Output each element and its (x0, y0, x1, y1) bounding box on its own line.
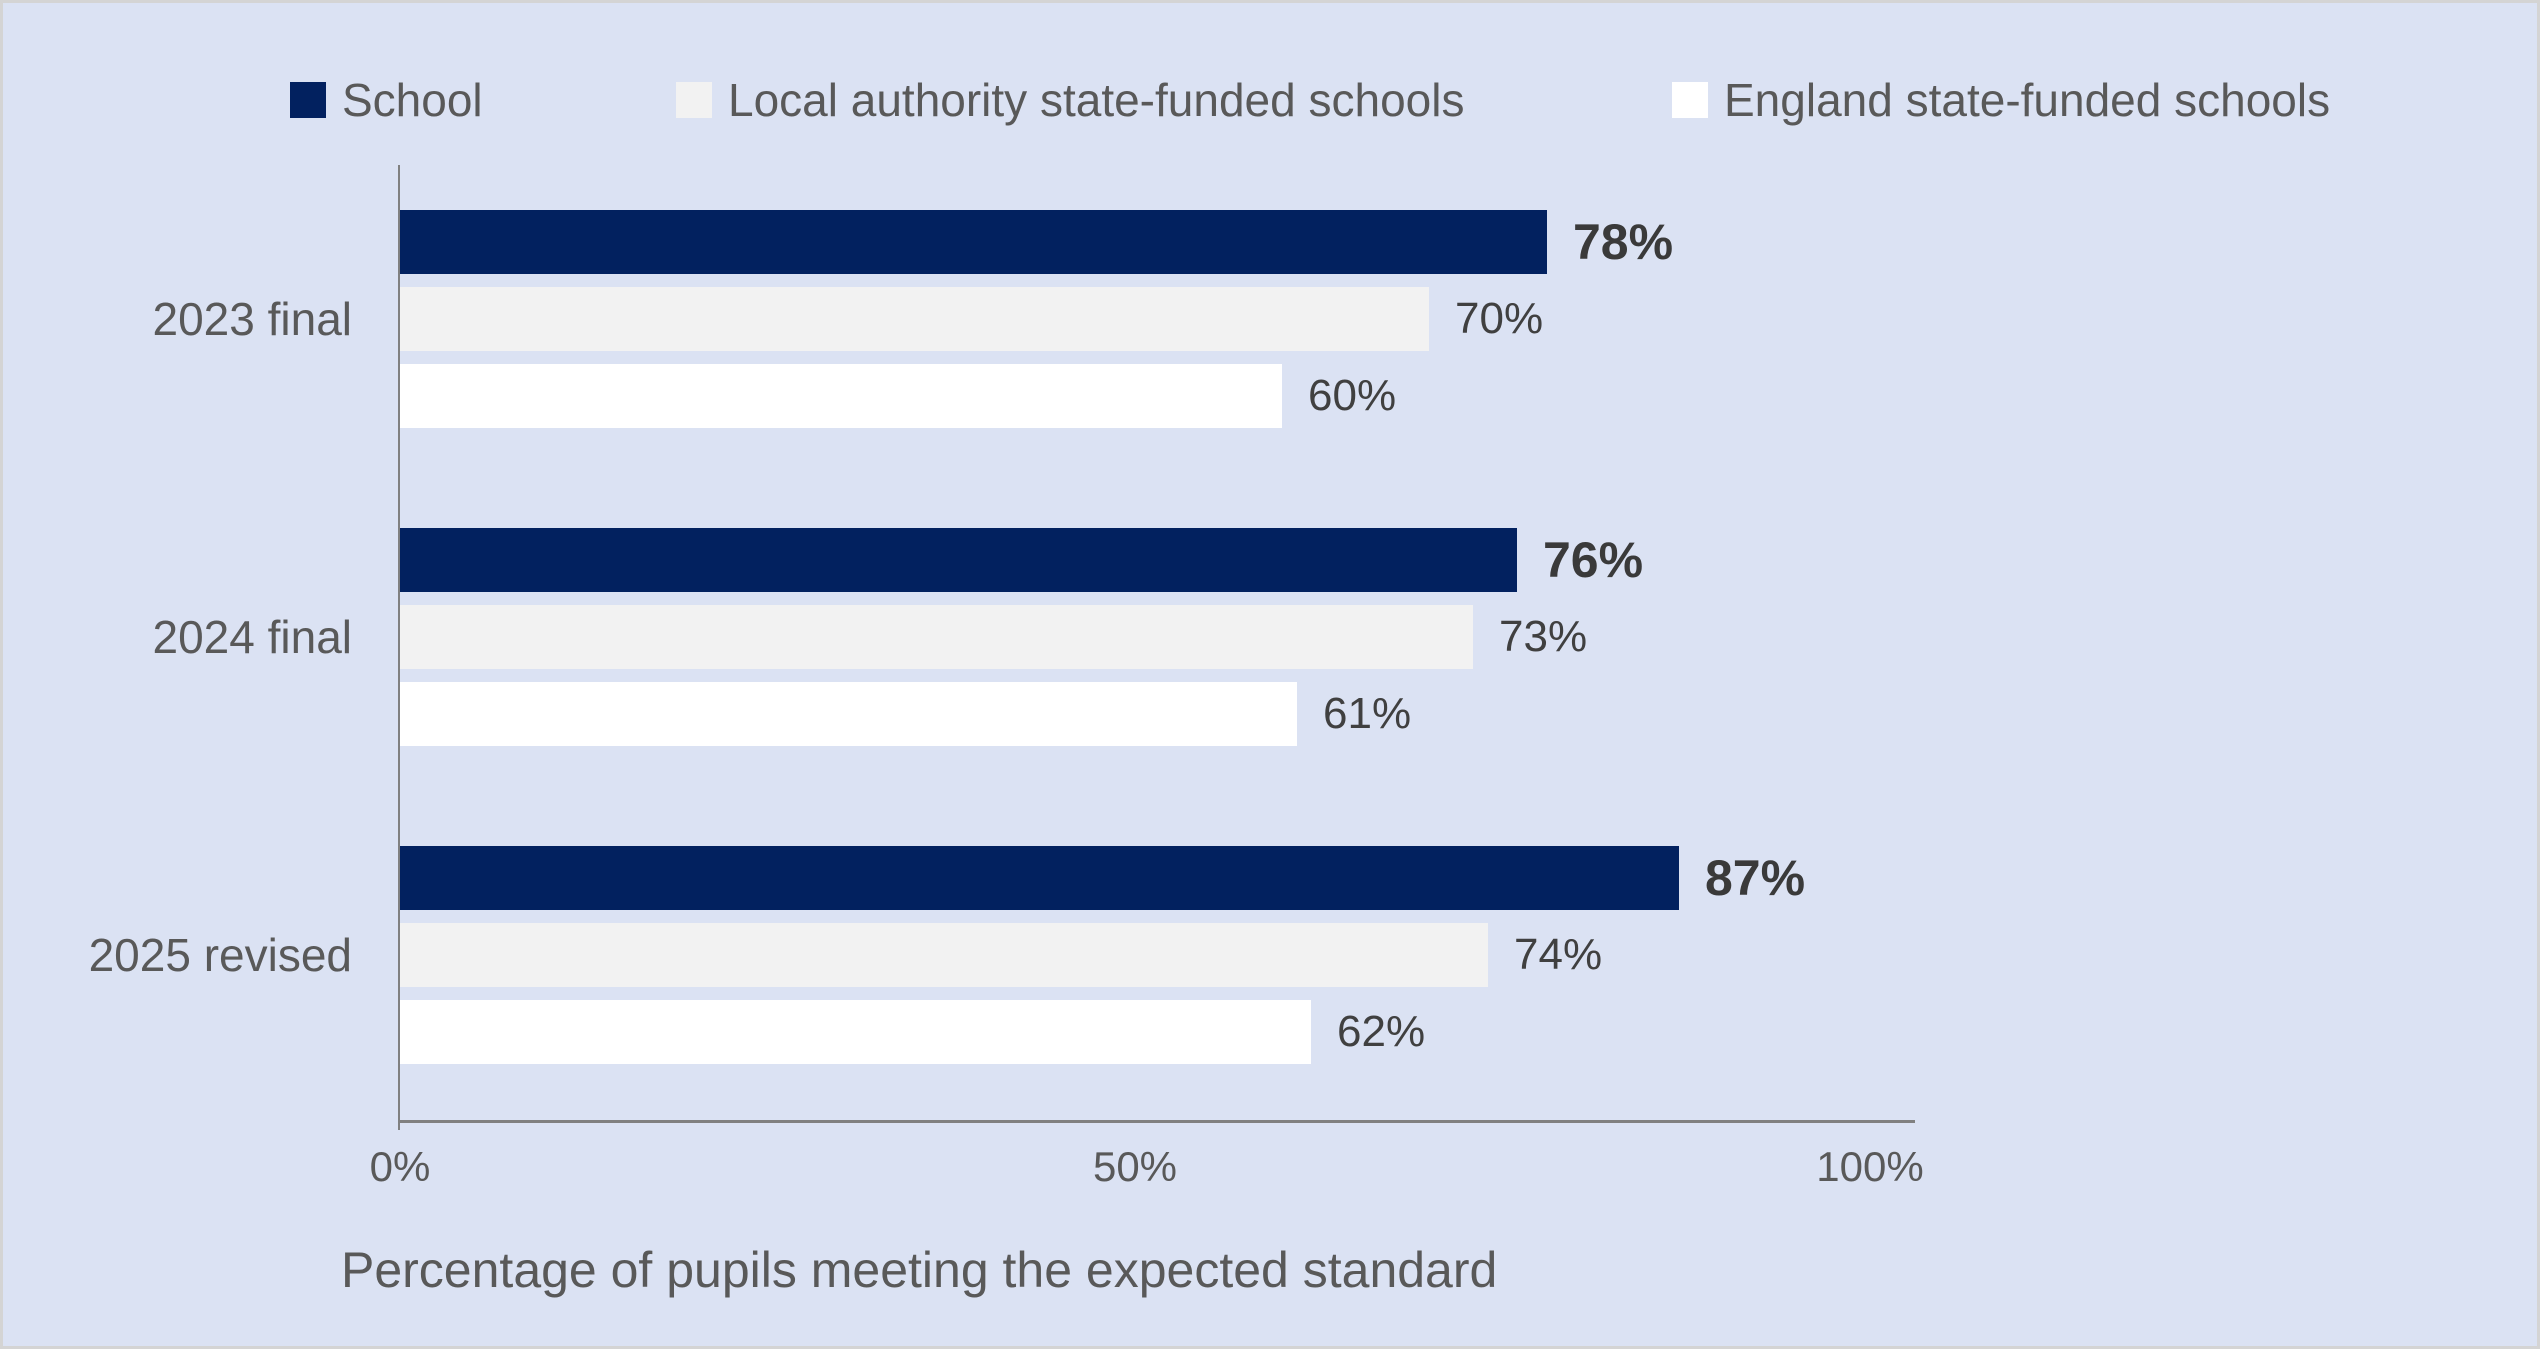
bar-school-2023-final (400, 210, 1547, 274)
legend-swatch-school (290, 82, 326, 118)
x-axis-line (398, 1120, 1915, 1123)
bar-school-2024-final (400, 528, 1517, 592)
data-label-school-2023-final: 78% (1573, 214, 1674, 270)
legend-item-school: School (290, 73, 483, 127)
legend-label-school: School (342, 74, 483, 126)
bar-england-state-funded-schools-2024-final (400, 682, 1297, 746)
category-label-2023-final: 2023 final (152, 293, 353, 345)
bar-school-2025-revised (400, 846, 1679, 910)
data-label-school-2025-revised: 87% (1705, 850, 1806, 906)
data-label-england-state-funded-schools-2025-revised: 62% (1337, 1007, 1426, 1056)
bar-local-authority-state-funded-schools-2025-revised (400, 923, 1488, 987)
data-label-local-authority-state-funded-schools-2023-final: 70% (1455, 294, 1544, 343)
legend-swatch-local-authority (676, 82, 712, 118)
data-label-school-2024-final: 76% (1543, 532, 1644, 588)
x-axis-title: Percentage of pupils meeting the expecte… (341, 1242, 1498, 1298)
legend-label-england: England state-funded schools (1724, 74, 2331, 126)
legend: School Local authority state-funded scho… (3, 73, 2537, 133)
data-label-england-state-funded-schools-2023-final: 60% (1308, 371, 1397, 420)
bar-local-authority-state-funded-schools-2024-final (400, 605, 1473, 669)
legend-label-local-authority: Local authority state-funded schools (728, 74, 1465, 126)
data-label-local-authority-state-funded-schools-2024-final: 73% (1499, 612, 1588, 661)
data-label-local-authority-state-funded-schools-2025-revised: 74% (1514, 930, 1603, 979)
y-axis-line (398, 165, 400, 1130)
bar-local-authority-state-funded-schools-2023-final (400, 287, 1429, 351)
legend-item-local-authority: Local authority state-funded schools (676, 73, 1464, 127)
category-label-2024-final: 2024 final (152, 611, 353, 663)
bar-england-state-funded-schools-2025-revised (400, 1000, 1311, 1064)
legend-swatch-england (1672, 82, 1708, 118)
category-label-2025-revised: 2025 revised (88, 929, 352, 981)
x-tick-0: 0% (369, 1143, 431, 1190)
legend-item-england: England state-funded schools (1672, 73, 2330, 127)
bar-england-state-funded-schools-2023-final (400, 364, 1282, 428)
plot-area: 78% 70% 60% 76% 73% 61% 87% 74% 62% (398, 165, 1915, 1130)
data-label-england-state-funded-schools-2024-final: 61% (1323, 689, 1412, 738)
x-tick-50: 50% (1092, 1143, 1178, 1190)
x-tick-100: 100% (1816, 1143, 1924, 1190)
